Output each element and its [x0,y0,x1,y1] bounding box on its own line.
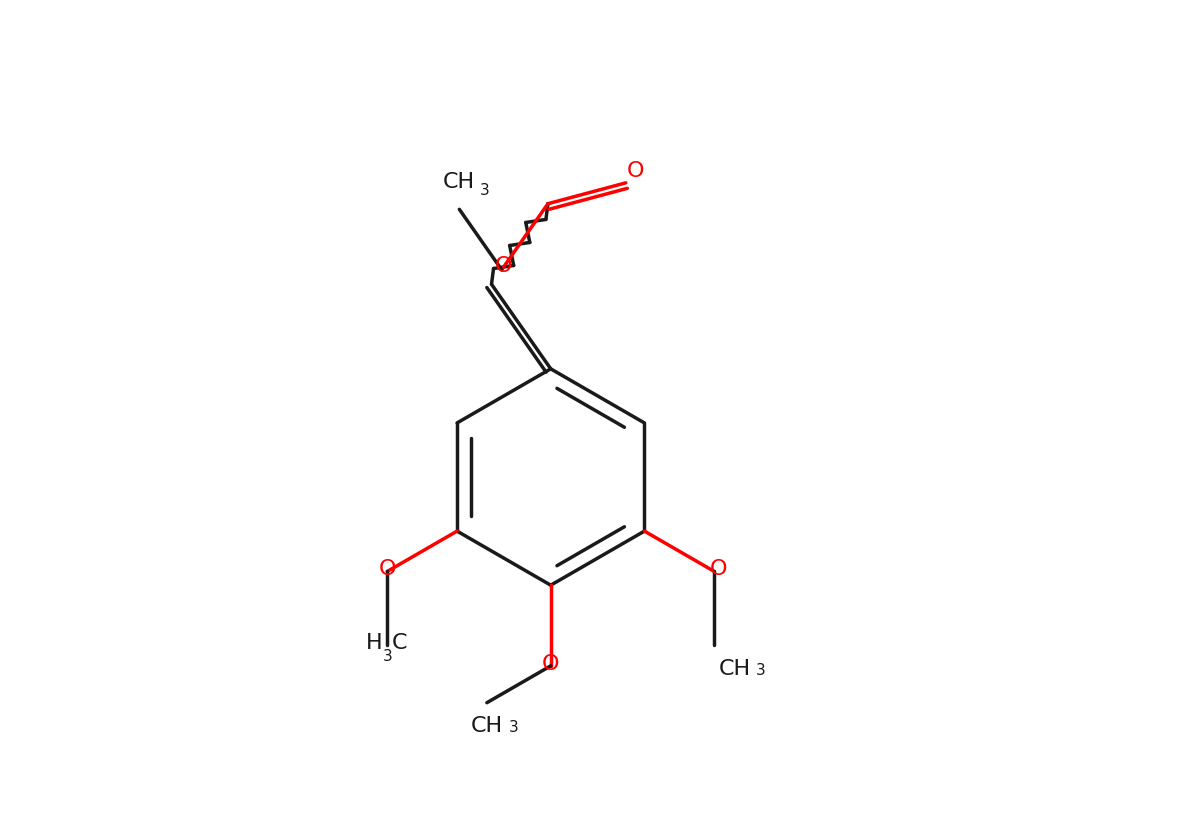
Text: CH: CH [471,716,503,737]
Text: 3: 3 [508,721,519,736]
Text: O: O [495,256,513,276]
Text: O: O [541,654,559,674]
Text: 3: 3 [756,663,765,678]
Text: C: C [392,634,407,654]
Text: CH: CH [443,172,475,192]
Text: O: O [627,161,645,181]
Text: 3: 3 [480,183,490,198]
Text: 3: 3 [383,649,393,665]
Text: O: O [709,560,727,579]
Text: CH: CH [719,659,751,679]
Text: H: H [365,634,382,654]
Text: O: O [378,560,396,579]
